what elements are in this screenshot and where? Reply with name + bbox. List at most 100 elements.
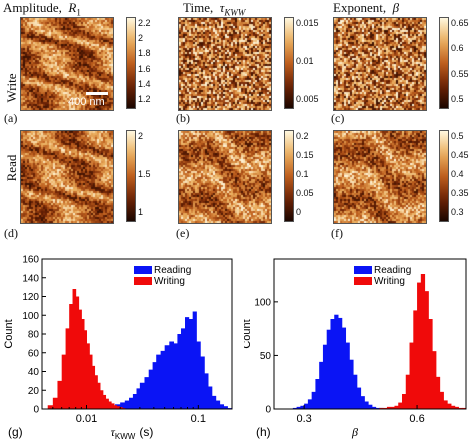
bar-h-1-7 <box>413 310 418 409</box>
header-time: Time, τKWW <box>183 0 246 18</box>
colorbar-tick-f-4: 0.3 <box>451 207 464 217</box>
colorbar-tick-b-1: 0.01 <box>296 56 314 66</box>
colorbar-tick-c-3: 0.5 <box>451 94 464 104</box>
bar-g-0-28 <box>223 406 228 409</box>
colorbar-tick-b-2: 0.005 <box>296 94 319 104</box>
ytick-label-g-3: 60 <box>28 348 40 359</box>
ytick-label-g-2: 40 <box>28 367 40 378</box>
bar-h-0-22 <box>375 407 380 409</box>
bar-h-1-0 <box>379 407 388 409</box>
colorbar-tick-c-2: 0.55 <box>451 68 469 79</box>
bar-g-0-3 <box>124 400 130 409</box>
bar-g-1-13 <box>92 365 96 409</box>
xlabel-h: β <box>351 425 358 439</box>
bar-h-0-20 <box>368 404 373 409</box>
xlabel-unit-g: (s) <box>139 425 153 439</box>
legend-swatch-g-0 <box>134 266 152 274</box>
bar-h-0-5 <box>311 391 316 409</box>
bar-h-1-11 <box>428 319 433 409</box>
colorbar-f <box>439 130 449 222</box>
bar-h-1-17 <box>450 405 456 409</box>
bar-g-1-23 <box>119 407 123 409</box>
bar-g-1-14 <box>94 375 98 409</box>
bar-g-1-16 <box>99 390 104 409</box>
bar-h-1-19 <box>458 407 463 409</box>
panel-label-b: (b) <box>176 111 190 125</box>
bar-g-0-27 <box>219 404 225 409</box>
bar-h-1-6 <box>409 342 414 409</box>
bar-h-0-12 <box>338 317 343 409</box>
legend-label-g-1: Writing <box>154 276 185 287</box>
bar-g-1-2 <box>57 380 63 409</box>
bar-g-0-6 <box>136 388 141 409</box>
bar-h-0-11 <box>334 314 339 409</box>
bar-g-0-8 <box>144 377 150 409</box>
bar-h-0-3 <box>304 403 309 409</box>
colorbar-tick-d-2: 1 <box>138 207 144 217</box>
xlabel-sym-g: τ <box>111 425 116 439</box>
bar-h-0-7 <box>319 361 324 409</box>
legend-label-g-0: Reading <box>154 265 191 276</box>
header-amplitude: Amplitude, R1 <box>3 0 81 18</box>
bar-g-0-16 <box>177 334 182 409</box>
bar-h-0-21 <box>371 406 377 409</box>
row-label-write: Write <box>4 73 19 103</box>
xtick-label-g-0: 0.01 <box>76 413 97 425</box>
bar-g-0-18 <box>185 317 190 409</box>
bar-h-1-8 <box>417 282 422 409</box>
bar-g-0-10 <box>152 362 157 409</box>
bar-g-1-19 <box>108 401 112 409</box>
colorbar-tick-d-1: 1.5 <box>138 169 151 179</box>
header-exponent: Exponent, β <box>333 0 400 15</box>
bar-g-1-22 <box>116 406 120 409</box>
bar-g-1-6 <box>72 289 77 409</box>
map-exponent-write <box>333 17 427 111</box>
bar-g-0-15 <box>173 343 178 409</box>
bar-g-1-11 <box>86 343 90 409</box>
bar-g-1-8 <box>78 309 82 409</box>
xlabel-sub-g: KWW <box>115 432 136 441</box>
panel-label-h: (h) <box>256 425 271 439</box>
bar-g-0-22 <box>200 356 205 409</box>
bar-h-0-13 <box>341 327 347 409</box>
bar-g-0-5 <box>132 394 138 409</box>
colorbar-tick-f-3: 0.35 <box>451 188 469 198</box>
colorbar-a <box>126 17 136 109</box>
bar-g-0-17 <box>181 328 186 409</box>
bar-g-0-14 <box>169 341 175 409</box>
bar-g-0-9 <box>148 369 154 409</box>
bar-h-0-4 <box>307 399 313 409</box>
ylabel-h: Count <box>244 319 253 348</box>
row-label-read: Read <box>4 154 19 182</box>
colorbar-tick-e-4: 0 <box>296 207 302 217</box>
bar-h-1-16 <box>447 403 452 409</box>
ytick-label-g-6: 120 <box>22 292 39 303</box>
bar-g-0-11 <box>156 354 162 409</box>
legend-swatch-g-1 <box>134 277 152 285</box>
colorbar-tick-e-2: 0.1 <box>296 169 309 179</box>
bar-h-1-3 <box>398 402 403 409</box>
colorbar-tick-d-0: 2 <box>138 131 144 141</box>
bar-h-1-12 <box>432 351 437 409</box>
bar-h-0-2 <box>300 405 305 409</box>
xlabel-g: τKWW (s) <box>111 425 154 441</box>
colorbar-tick-a-5: 1.2 <box>138 94 151 104</box>
colorbar-tick-e-3: 0.05 <box>296 188 314 198</box>
bar-g-1-7 <box>75 296 80 409</box>
ytick-label-h-1: 50 <box>260 351 272 362</box>
bar-g-0-21 <box>196 341 201 409</box>
bar-h-0-16 <box>353 374 358 409</box>
map-time-read <box>178 130 272 224</box>
bar-g-0-13 <box>164 345 170 409</box>
xtick-label-g-1: 0.1 <box>191 413 206 425</box>
bar-g-0-26 <box>215 400 221 409</box>
bar-h-0-6 <box>315 379 320 409</box>
ytick-label-g-5: 100 <box>22 311 39 322</box>
colorbar-tick-c-1: 0.6 <box>451 43 464 54</box>
legend-swatch-h-1 <box>354 277 372 285</box>
bar-h-1-9 <box>420 274 426 409</box>
bar-h-0-9 <box>326 329 331 409</box>
colorbar-tick-a-4: 1.4 <box>138 78 151 89</box>
bar-h-1-13 <box>435 376 441 409</box>
